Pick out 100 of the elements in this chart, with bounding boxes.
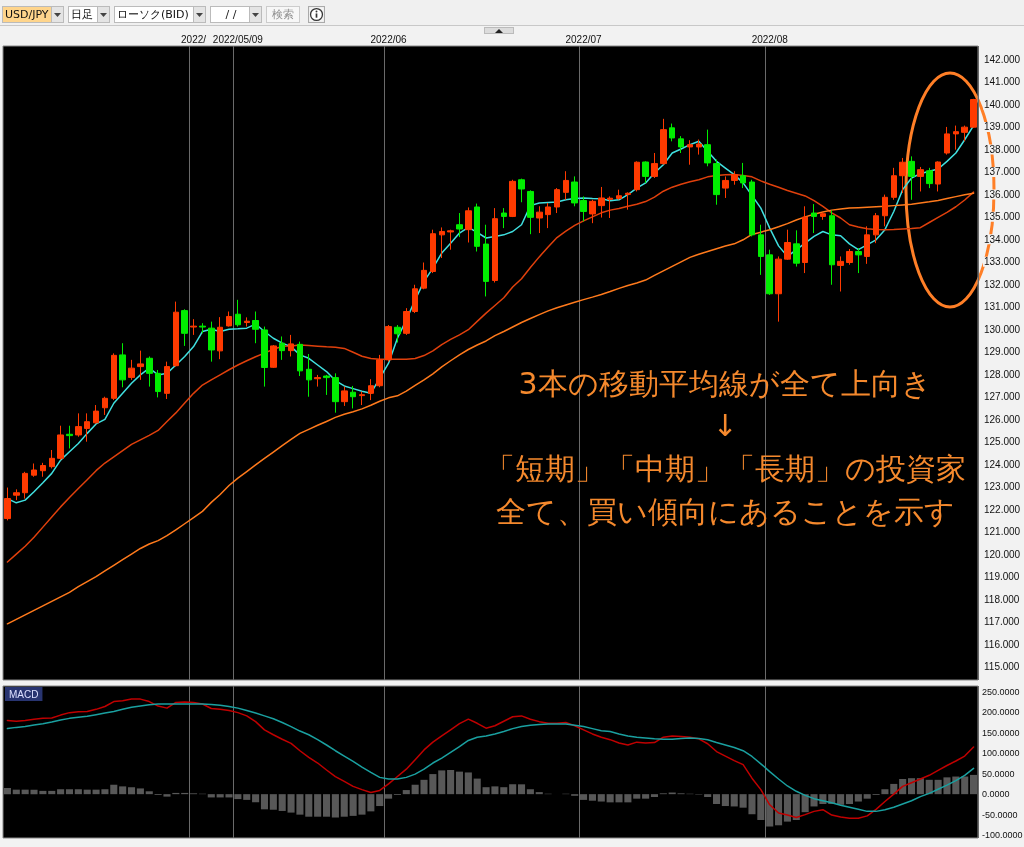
candlestick <box>775 255 782 323</box>
candlestick <box>837 255 844 293</box>
candlestick <box>235 299 241 328</box>
candlestick <box>66 425 73 449</box>
candlestick <box>509 179 516 218</box>
bar <box>340 794 348 817</box>
candlestick <box>164 361 170 400</box>
candlestick <box>421 262 427 290</box>
y-tick-label: 121.000 <box>984 526 1021 538</box>
candlestick <box>181 308 188 347</box>
x-tick-label: 2022/05/09 <box>212 33 264 45</box>
candlestick <box>288 334 294 357</box>
candlestick <box>642 160 649 184</box>
bar <box>455 771 464 795</box>
candlestick <box>970 98 977 129</box>
candlestick <box>527 189 534 235</box>
bar <box>438 770 446 795</box>
candlestick <box>598 186 605 219</box>
candlestick <box>961 125 968 142</box>
bar <box>526 789 534 795</box>
candlestick <box>908 155 915 201</box>
bar <box>447 769 455 795</box>
bar <box>252 794 260 803</box>
candlestick <box>341 386 348 407</box>
candlestick <box>252 311 259 344</box>
candlestick <box>306 353 312 398</box>
candlestick <box>917 166 924 192</box>
bar <box>775 794 783 826</box>
annotation: 「短期」「中期」「長期」の投資家 <box>484 450 966 486</box>
bar <box>110 784 118 795</box>
bar <box>650 794 659 798</box>
dropdown: 日足 <box>68 6 110 23</box>
candlestick <box>580 195 587 222</box>
bar <box>517 784 526 795</box>
x-tick-label: 2022/08 <box>751 33 789 45</box>
bar <box>331 794 339 818</box>
bar <box>136 788 144 795</box>
y-tick-label: 128.000 <box>984 368 1021 380</box>
candlestick <box>31 463 37 478</box>
candlestick <box>297 341 303 377</box>
candlestick <box>589 199 596 224</box>
candlestick <box>678 135 684 154</box>
bar <box>509 784 517 795</box>
bar <box>881 789 889 795</box>
bar <box>278 794 286 811</box>
bar <box>385 794 393 799</box>
candlestick <box>332 372 339 414</box>
candlestick <box>704 129 711 167</box>
candlestick <box>314 374 321 388</box>
candlestick <box>935 160 941 192</box>
x-tick-label: 2022/07 <box>565 33 603 45</box>
candlestick <box>279 335 285 361</box>
y-tick-label: 136.000 <box>984 188 1021 200</box>
candlestick <box>846 248 853 266</box>
bar <box>792 794 800 820</box>
candlestick <box>439 226 445 259</box>
y-tick-label: 0.0000 <box>982 789 1010 800</box>
candlestick <box>571 175 578 207</box>
candlestick <box>430 229 436 274</box>
chart-title: USD/JPY <box>3 7 51 22</box>
y-tick-label: -100.0000 <box>982 830 1023 841</box>
bar <box>712 794 721 804</box>
y-tick-label: 124.000 <box>984 458 1021 470</box>
bar <box>473 778 481 795</box>
candlestick <box>829 209 835 286</box>
bar <box>119 786 127 795</box>
y-tick-label: 200.0000 <box>982 707 1020 718</box>
candlestick <box>634 160 640 192</box>
candlestick <box>4 487 11 521</box>
candlestick <box>660 118 667 166</box>
candlestick <box>128 359 135 381</box>
y-tick-label: 133.000 <box>984 256 1021 268</box>
candlestick <box>820 211 826 221</box>
y-tick-label: 116.000 <box>984 638 1020 650</box>
dropdown: ローソク(BID) <box>114 6 206 23</box>
chart-title: MACD <box>9 688 39 700</box>
candlestick <box>111 352 117 401</box>
candlestick <box>447 229 454 251</box>
candlestick <box>190 318 197 336</box>
candlestick <box>173 301 179 368</box>
y-tick-label: 122.000 <box>984 503 1021 515</box>
candlestick <box>483 224 489 297</box>
annotation: ↓ <box>712 408 738 444</box>
bar <box>48 790 56 795</box>
bar <box>376 794 384 807</box>
candlestick <box>57 425 64 461</box>
candlestick <box>40 462 46 478</box>
candlestick <box>873 212 879 244</box>
bar <box>704 794 712 798</box>
y-tick-label: 120.000 <box>984 548 1021 560</box>
candlestick <box>22 471 28 500</box>
candlestick <box>758 224 764 276</box>
x-tick-label: 2022/ <box>181 33 207 45</box>
bar <box>500 787 508 795</box>
candlestick <box>811 203 817 234</box>
line-series <box>6 173 975 563</box>
candlestick <box>75 412 82 438</box>
bar <box>837 794 845 805</box>
bar <box>535 792 543 795</box>
candlestick <box>953 125 959 151</box>
